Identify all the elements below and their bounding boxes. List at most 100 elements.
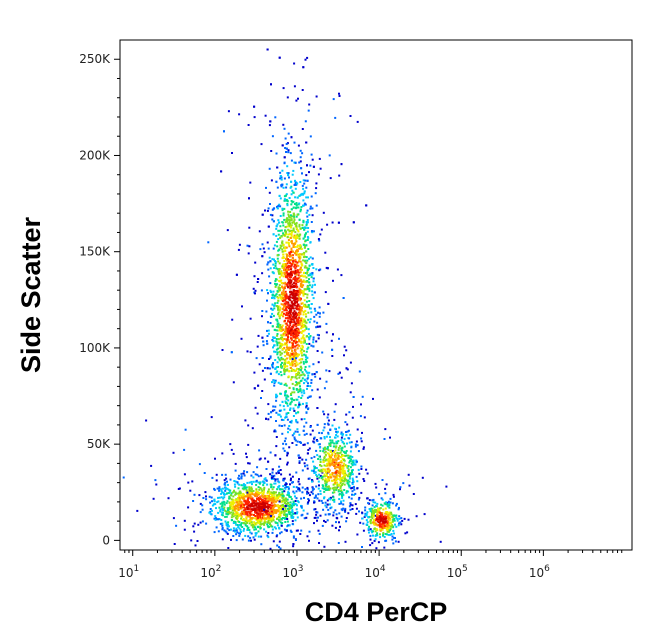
- event-dot: [281, 169, 284, 172]
- event-dot: [304, 324, 307, 327]
- event-dot: [336, 483, 339, 486]
- event-dot: [260, 491, 263, 494]
- event-dot: [292, 485, 295, 488]
- event-dot: [341, 466, 344, 469]
- event-dot: [308, 257, 310, 260]
- event-dot: [299, 403, 302, 406]
- event-dot: [369, 534, 372, 537]
- event-dot: [375, 504, 377, 507]
- event-dot: [277, 238, 280, 241]
- event-dot: [255, 522, 258, 525]
- event-dot: [296, 308, 299, 311]
- event-dot: [284, 264, 287, 267]
- event-dot: [279, 225, 282, 228]
- event-dot: [244, 487, 247, 490]
- event-dot: [256, 515, 259, 518]
- event-dots: [122, 48, 448, 550]
- event-dot: [271, 325, 274, 328]
- event-dot: [236, 482, 239, 485]
- event-dot: [294, 179, 296, 182]
- event-dot: [291, 271, 294, 274]
- event-dot: [289, 328, 292, 330]
- event-dot: [285, 502, 288, 505]
- event-dot: [359, 415, 362, 418]
- event-dot: [294, 338, 297, 341]
- event-dot: [258, 499, 261, 502]
- event-dot: [236, 513, 239, 516]
- event-dot: [312, 488, 315, 491]
- event-dot: [279, 353, 282, 356]
- event-dot: [396, 519, 399, 522]
- event-dot: [295, 335, 298, 338]
- event-dot: [340, 376, 343, 379]
- event-dot: [290, 337, 292, 340]
- event-dot: [273, 495, 276, 498]
- event-dot: [243, 506, 245, 509]
- event-dot: [323, 496, 326, 499]
- event-dot: [285, 322, 288, 325]
- x-tick-label: 102: [200, 564, 221, 580]
- event-dot: [342, 472, 345, 475]
- event-dot: [305, 288, 308, 291]
- event-dot: [310, 221, 313, 223]
- event-dot: [293, 354, 296, 357]
- event-dot: [290, 208, 293, 211]
- event-dot: [286, 236, 289, 239]
- event-dot: [282, 186, 285, 189]
- event-dot: [329, 507, 332, 510]
- event-dot: [300, 306, 303, 309]
- event-dot: [279, 342, 282, 345]
- event-dot: [382, 533, 385, 536]
- event-dot: [286, 275, 289, 278]
- event-dot: [275, 504, 278, 507]
- event-dot: [253, 517, 256, 520]
- event-dot: [331, 439, 334, 442]
- event-dot: [311, 286, 314, 289]
- event-dot: [312, 297, 315, 300]
- event-dot: [252, 287, 255, 290]
- event-dot: [241, 512, 244, 515]
- event-dot: [279, 351, 282, 354]
- event-dot: [273, 384, 276, 387]
- event-dot: [280, 508, 283, 511]
- event-dot: [300, 367, 303, 370]
- event-dot: [298, 388, 301, 391]
- event-dot: [294, 362, 296, 365]
- event-dot: [318, 532, 321, 535]
- event-dot: [302, 187, 305, 190]
- event-dot: [271, 468, 274, 471]
- event-dot: [283, 440, 286, 443]
- event-dot: [275, 227, 278, 230]
- event-dot: [296, 430, 299, 433]
- event-dot: [322, 211, 325, 214]
- event-dot: [288, 279, 290, 282]
- event-dot: [283, 490, 286, 493]
- event-dot: [244, 484, 247, 487]
- event-dot: [286, 203, 289, 205]
- event-dot: [304, 255, 306, 258]
- event-dot: [317, 173, 320, 176]
- event-dot: [327, 302, 330, 305]
- event-dot: [269, 355, 272, 358]
- event-dot: [297, 271, 300, 274]
- event-dot: [305, 280, 308, 283]
- event-dot: [336, 466, 339, 469]
- event-dot: [248, 197, 250, 200]
- event-dot: [286, 402, 289, 405]
- event-dot: [334, 477, 337, 480]
- event-dot: [268, 522, 271, 525]
- event-dot: [300, 262, 303, 265]
- event-dot: [246, 521, 249, 524]
- event-dot: [255, 495, 258, 497]
- event-dot: [208, 511, 211, 514]
- event-dot: [284, 317, 287, 320]
- event-dot: [261, 507, 264, 509]
- event-dot: [210, 416, 213, 419]
- event-dot: [349, 503, 352, 506]
- event-dot: [260, 397, 262, 399]
- event-dot: [378, 507, 381, 510]
- event-dot: [282, 212, 285, 215]
- event-dot: [294, 313, 296, 316]
- event-dot: [269, 322, 272, 324]
